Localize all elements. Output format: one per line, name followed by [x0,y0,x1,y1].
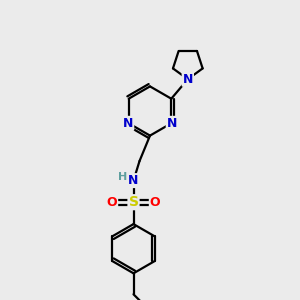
Text: O: O [150,196,160,209]
Text: N: N [123,117,133,130]
Text: N: N [167,117,177,130]
Text: O: O [106,196,117,209]
Text: H: H [118,172,127,182]
Text: N: N [128,174,139,187]
Text: N: N [183,73,193,86]
Text: S: S [128,195,139,209]
